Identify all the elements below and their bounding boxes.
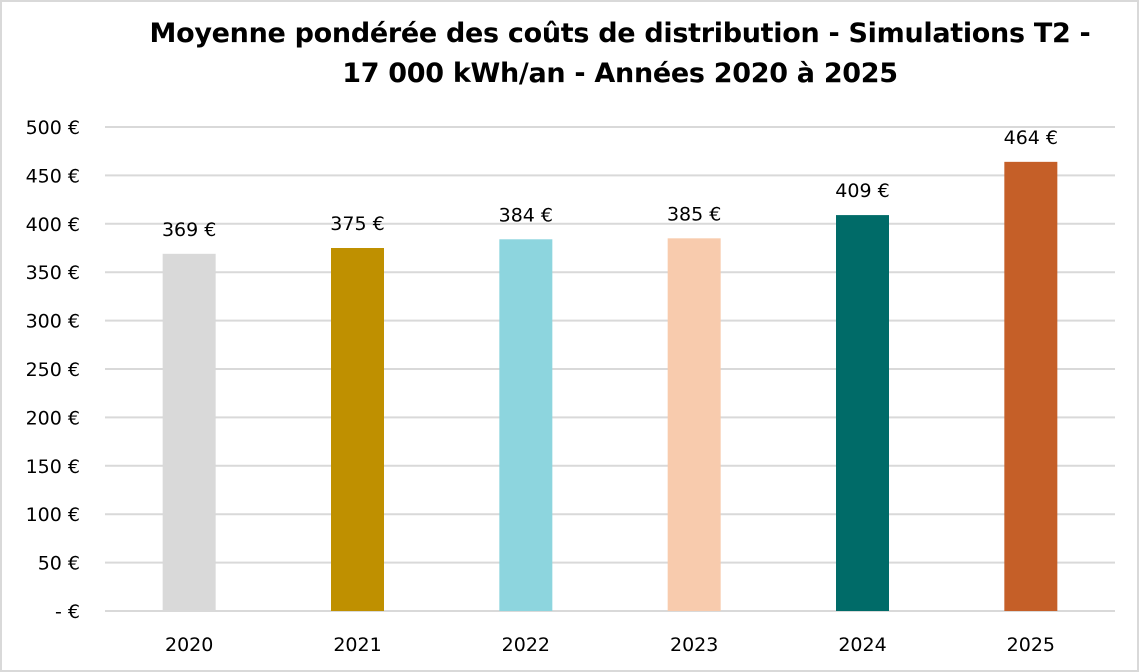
y-tick-label: 300 € bbox=[26, 311, 80, 333]
chart-title: Moyenne pondérée des coûts de distributi… bbox=[120, 14, 1120, 94]
chart-title-line-2: 17 000 kWh/an - Années 2020 à 2025 bbox=[342, 58, 898, 89]
x-tick-label: 2022 bbox=[502, 634, 550, 656]
bar-2022 bbox=[499, 239, 553, 611]
x-tick-label: 2021 bbox=[333, 634, 381, 656]
data-label: 385 € bbox=[667, 203, 721, 225]
data-label: 409 € bbox=[835, 180, 889, 202]
y-tick-label: 150 € bbox=[26, 456, 80, 478]
bar-2025 bbox=[1004, 161, 1058, 611]
data-label: 369 € bbox=[162, 219, 216, 241]
y-tick-label: 250 € bbox=[26, 359, 80, 381]
data-label: 464 € bbox=[1004, 127, 1058, 149]
data-label: 375 € bbox=[330, 213, 384, 235]
x-tick-label: 2025 bbox=[1007, 634, 1055, 656]
y-tick-label: 500 € bbox=[26, 117, 80, 139]
x-tick-label: 2020 bbox=[165, 634, 213, 656]
y-tick-label: 350 € bbox=[26, 262, 80, 284]
bar-2023 bbox=[667, 238, 721, 611]
y-tick-label: 50 € bbox=[38, 553, 80, 575]
chart-title-line-1: Moyenne pondérée des coûts de distributi… bbox=[149, 18, 1091, 49]
y-tick-label: 400 € bbox=[26, 214, 80, 236]
bar-2024 bbox=[836, 215, 889, 611]
bar-2020 bbox=[162, 253, 216, 612]
data-label: 384 € bbox=[499, 204, 553, 226]
y-tick-label: 200 € bbox=[26, 407, 80, 429]
bar-2021 bbox=[331, 248, 384, 611]
y-tick-label: 450 € bbox=[26, 165, 80, 187]
x-tick-label: 2024 bbox=[838, 634, 886, 656]
y-tick-label: - € bbox=[55, 601, 80, 623]
x-tick-label: 2023 bbox=[670, 634, 718, 656]
y-tick-label: 100 € bbox=[26, 504, 80, 526]
